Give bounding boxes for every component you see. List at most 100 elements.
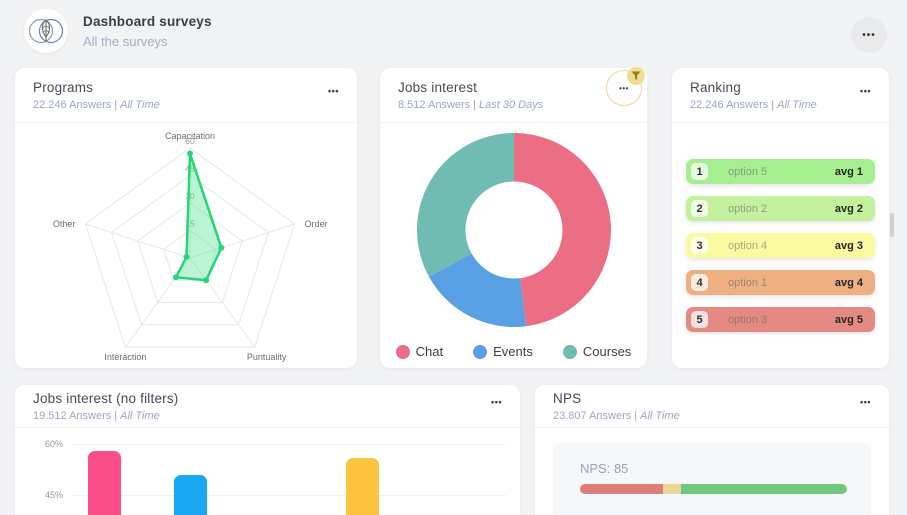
radar-grid-ring — [84, 147, 296, 348]
nps-gauge-bar — [580, 484, 847, 494]
card-jobs-interest: ••• Jobs interest 8.512 Answers | Last 30 … — [380, 67, 647, 368]
card-programs: Programs 22.246 Answers | All Time ••• 15 3… — [15, 68, 357, 368]
time-range: All Time — [777, 98, 817, 111]
app-header: Dashboard surveys All the surveys ••• — [0, 0, 907, 64]
bar[interactable] — [174, 474, 207, 515]
rank-option-label: option 2 — [728, 202, 768, 215]
radar-tick-label: 15 — [185, 219, 195, 229]
filter-menu-button[interactable]: ••• — [606, 67, 645, 106]
radar-chart[interactable]: 15304560CapacitationOrderPuntualityInter… — [15, 123, 357, 368]
donut-slice-chat[interactable] — [514, 133, 612, 327]
radar-tick-label: 60 — [185, 136, 195, 146]
rank-number-badge: 1 — [691, 163, 708, 180]
radar-data-point[interactable] — [203, 277, 210, 284]
card-title: Jobs interest (no filters) — [33, 390, 179, 406]
radar-axis-label: Capacitation — [165, 131, 215, 141]
donut-slice-events[interactable] — [428, 253, 527, 327]
legend-label: Chat — [415, 344, 444, 359]
rank-number-badge: 4 — [691, 274, 708, 291]
donut-chart[interactable] — [380, 123, 647, 333]
card-menu-button[interactable]: ••• — [328, 86, 339, 96]
radar-grid-spoke — [189, 223, 295, 259]
card-menu-button[interactable]: ••• — [491, 397, 502, 407]
rank-avg-value: avg 5 — [834, 313, 863, 326]
bar[interactable] — [346, 457, 379, 515]
card-menu-button[interactable]: ••• — [860, 397, 871, 407]
ranking-row[interactable]: 3 option 4 avg 3 — [686, 233, 875, 258]
legend-item-courses[interactable]: Courses — [562, 344, 632, 359]
filter-badge — [627, 67, 645, 85]
time-range: All Time — [120, 409, 160, 422]
legend-item-events[interactable]: Events — [473, 344, 533, 359]
card-nofilters-header: Jobs interest (no filters) 19.512 Answer… — [15, 385, 520, 428]
leaf-logo-icon — [28, 18, 64, 44]
radar-data-point[interactable] — [187, 150, 193, 157]
rank-avg-value: avg 4 — [834, 276, 863, 289]
answers-count: 23.807 Answers — [553, 409, 632, 422]
radar-axis-label: Interaction — [104, 352, 146, 362]
nps-segment — [580, 484, 663, 494]
legend-item-chat[interactable]: Chat — [395, 344, 444, 359]
subtitle-divider: | — [114, 98, 118, 111]
bar[interactable] — [88, 450, 121, 515]
gridline — [73, 444, 506, 445]
rank-avg-value: avg 1 — [834, 165, 863, 178]
page-title: Dashboard surveys — [83, 14, 212, 29]
rank-avg-value: avg 3 — [834, 239, 863, 252]
card-jobs-no-filters: Jobs interest (no filters) 19.512 Answer… — [15, 385, 520, 515]
ranking-row[interactable]: 2 option 2 avg 2 — [686, 196, 875, 221]
header-menu-button[interactable]: ••• — [851, 17, 887, 53]
radar-grid-ring — [137, 202, 243, 303]
nps-container: NPS: 85 — [535, 443, 889, 515]
card-jobs-header: Jobs interest 8.512 Answers | Last 30 Days — [380, 68, 647, 123]
card-menu-button[interactable]: ••• — [860, 86, 871, 96]
time-range: All Time — [640, 409, 680, 422]
card-title: Ranking — [690, 79, 741, 95]
answers-count: 22.246 Answers — [690, 98, 769, 111]
rank-option-label: option 5 — [728, 165, 768, 178]
time-range: All Time — [120, 98, 160, 111]
card-ranking-header: Ranking 22.246 Answers | All Time ••• — [672, 68, 889, 123]
radar-data-point[interactable] — [172, 274, 179, 281]
answers-count: 22.246 Answers — [33, 98, 112, 111]
donut-chart-container: Chat Events Courses — [380, 123, 647, 359]
radar-grid-ring — [163, 229, 217, 281]
y-axis-tick-label: 60% — [44, 439, 63, 449]
legend-label: Events — [493, 344, 533, 359]
radar-grid-spoke — [85, 223, 191, 259]
nps-score-label: NPS: 85 — [580, 461, 629, 476]
rank-option-label: option 4 — [728, 239, 768, 252]
radar-axis-label: Other — [53, 219, 76, 229]
card-subtitle: 22.246 Answers | All Time — [690, 99, 817, 111]
legend-dot — [473, 344, 488, 359]
nps-segment — [662, 484, 682, 494]
rank-number-badge: 5 — [691, 311, 708, 328]
ranking-row[interactable]: 4 option 1 avg 4 — [686, 270, 875, 295]
answers-count: 8.512 Answers — [398, 98, 471, 111]
header-text: Dashboard surveys All the surveys — [83, 14, 212, 49]
nps-panel: NPS: 85 — [553, 443, 871, 515]
subtitle-divider: | — [473, 98, 477, 111]
subtitle-divider: | — [114, 409, 118, 422]
card-subtitle: 19.512 Answers | All Time — [33, 410, 179, 422]
donut-slice-courses[interactable] — [417, 133, 514, 277]
ranking-row[interactable]: 5 option 3 avg 5 — [686, 307, 875, 332]
radar-axis-label: Puntuality — [247, 352, 287, 362]
y-axis-tick-label: 45% — [44, 490, 63, 500]
rank-number-badge: 3 — [691, 237, 708, 254]
scrollbar-thumb[interactable] — [890, 213, 894, 237]
app-logo — [24, 9, 68, 53]
nps-segment — [681, 484, 847, 494]
answers-count: 19.512 Answers — [33, 409, 112, 422]
legend-dot — [562, 344, 577, 359]
card-title: NPS — [553, 390, 582, 406]
legend-label: Courses — [582, 344, 632, 359]
ranking-row[interactable]: 1 option 5 avg 1 — [686, 159, 875, 184]
radar-data-point[interactable] — [183, 253, 190, 260]
subtitle-divider: | — [634, 409, 638, 422]
radar-data-point[interactable] — [218, 244, 225, 251]
radar-axis-label: Order — [305, 219, 328, 229]
radar-series[interactable] — [174, 152, 223, 282]
card-nps: NPS 23.807 Answers | All Time ••• NPS: 85 — [535, 385, 889, 515]
